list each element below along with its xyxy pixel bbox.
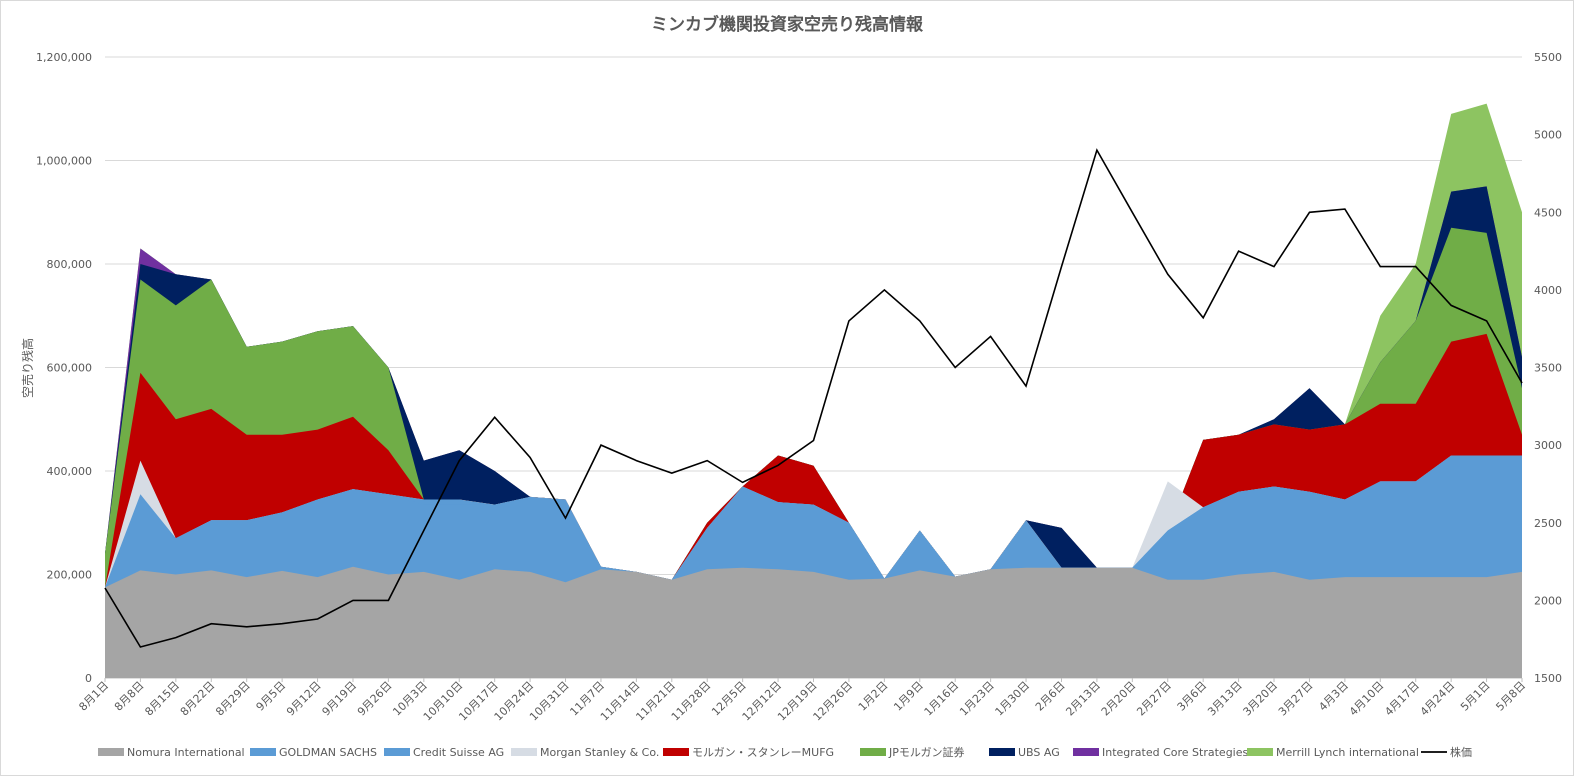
y2-tick-label: 3000 (1534, 439, 1562, 452)
price-line (104, 148, 1523, 648)
y-axis-title: 空売り残高 (20, 338, 35, 398)
legend: Nomura International GOLDMAN SACHS Credit … (98, 745, 1472, 759)
legend-swatch-nomura (98, 748, 124, 756)
legend-label-mufg: モルガン・スタンレーMUFG (692, 746, 834, 759)
legend-label-ics: Integrated Core Strategies (1102, 746, 1249, 759)
legend-swatch-goldman (250, 748, 276, 756)
legend-swatch-mufg (663, 748, 689, 756)
y2-tick-label: 5500 (1534, 51, 1562, 64)
y2-tick-label: 1500 (1534, 672, 1562, 685)
legend-swatch-credit (384, 748, 410, 756)
right-axis-ticks: 1500 2000 2500 3000 3500 4000 4500 5000 5500 (1534, 51, 1562, 685)
y2-tick-label: 4500 (1534, 206, 1562, 219)
y-tick-label: 1,000,000 (36, 155, 92, 168)
y2-tick-label: 5000 (1534, 129, 1562, 142)
area-nomura (105, 566, 1522, 678)
y-tick-label: 200,000 (47, 569, 93, 582)
price-series (104, 148, 1523, 648)
y2-tick-label: 2500 (1534, 517, 1562, 530)
y-tick-label: 0 (85, 672, 92, 685)
legend-label-jp: JPモルガン証券 (888, 745, 965, 759)
y2-tick-label: 3500 (1534, 362, 1562, 375)
legend-swatch-ics (1073, 748, 1099, 756)
legend-label-merrill: Merrill Lynch international (1276, 746, 1419, 759)
legend-swatch-ubs (989, 748, 1015, 756)
y-tick-label: 1,200,000 (36, 51, 92, 64)
legend-label-ubs: UBS AG (1018, 746, 1060, 759)
y-tick-label: 800,000 (47, 258, 93, 271)
legend-label-morgan: Morgan Stanley & Co. (540, 746, 659, 759)
legend-swatch-merrill (1247, 748, 1273, 756)
y2-tick-label: 4000 (1534, 284, 1562, 297)
legend-label-nomura: Nomura International (127, 746, 245, 759)
legend-label-credit: Credit Suisse AG (413, 746, 504, 759)
chart-title: ミンカブ機関投資家空売り残高情報 (651, 14, 924, 35)
y-tick-label: 600,000 (47, 362, 93, 375)
left-axis-ticks: 0 200,000 400,000 600,000 800,000 1,000,000 1,… (36, 51, 92, 685)
area-series (105, 103, 1522, 679)
legend-label-goldman: GOLDMAN SACHS (279, 746, 377, 759)
legend-swatch-morgan (511, 748, 537, 756)
y2-tick-label: 2000 (1534, 594, 1562, 607)
y-tick-label: 400,000 (47, 465, 93, 478)
legend-swatch-jp (860, 748, 886, 756)
legend-label-price: 株価 (1450, 745, 1472, 759)
